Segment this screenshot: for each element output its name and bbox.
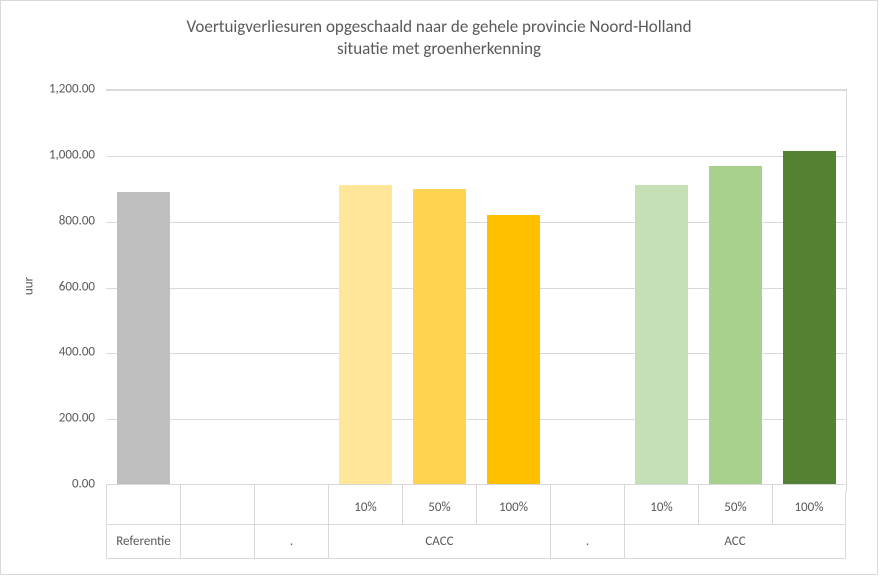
bar (635, 185, 688, 485)
y-tick-label: 0.00 (15, 477, 95, 492)
x-sub-category: 100% (772, 491, 846, 525)
bar (487, 215, 540, 485)
x-group-category: Referentie (106, 525, 180, 559)
x-sub-category: 50% (402, 491, 476, 525)
x-sub-category (550, 491, 624, 525)
y-tick-label: 800.00 (15, 213, 95, 228)
chart-container: Voertuigverliesuren opgeschaald naar de … (0, 0, 878, 575)
chart-title: Voertuigverliesuren opgeschaald naar de … (1, 16, 877, 60)
x-tick (624, 484, 625, 491)
x-tick (550, 484, 551, 491)
x-tick (402, 484, 403, 491)
x-tick (772, 484, 773, 491)
x-tick (180, 484, 181, 491)
bar (783, 151, 836, 485)
x-tick (254, 484, 255, 491)
x-sub-category: 10% (624, 491, 698, 525)
y-tick-label: 400.00 (15, 345, 95, 360)
x-sub-category: 10% (328, 491, 402, 525)
x-tick (328, 484, 329, 491)
x-sub-category (254, 491, 328, 525)
x-group-category (180, 525, 254, 559)
bar (339, 185, 392, 485)
x-sub-category (180, 491, 254, 525)
gridline (106, 156, 846, 157)
x-tick (846, 484, 847, 491)
x-sub-category (106, 491, 180, 525)
x-group-category: ACC (624, 525, 846, 559)
y-tick-label: 1,000.00 (15, 147, 95, 162)
y-tick-label: 200.00 (15, 411, 95, 426)
bar (709, 166, 762, 485)
x-tick (698, 484, 699, 491)
y-tick-label: 600.00 (15, 279, 95, 294)
chart-title-line2: situatie met groenherkenning (337, 38, 541, 59)
x-baseline (106, 484, 846, 485)
bar (413, 189, 466, 485)
x-group-category: CACC (328, 525, 550, 559)
x-sub-category: 100% (476, 491, 550, 525)
y-tick-label: 1,200.00 (15, 82, 95, 97)
gridline (106, 90, 846, 91)
x-tick (106, 484, 107, 491)
bar (117, 192, 170, 485)
chart-title-line1: Voertuigverliesuren opgeschaald naar de … (186, 16, 691, 37)
x-group-category: . (550, 525, 624, 559)
x-tick (476, 484, 477, 491)
x-group-category: . (254, 525, 328, 559)
x-sub-category: 50% (698, 491, 772, 525)
plot-area (106, 89, 847, 485)
